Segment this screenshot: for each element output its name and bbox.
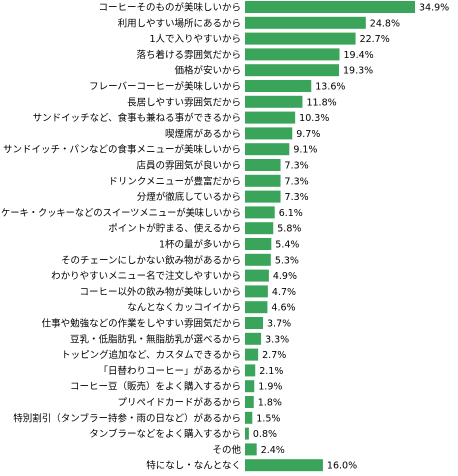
value-label: 1.9% [258,382,282,393]
category-label: 特別割引（タンブラー持参・雨の日など）があるから [13,412,241,424]
bar [245,174,281,187]
category-label: 分煙が徹底しているから [137,191,241,203]
value-label: 0.8% [253,429,277,440]
bar [245,95,303,108]
category-label: 喫煙席があるから [165,128,241,140]
bar [245,332,262,345]
bar [245,238,272,250]
value-label: 34.9% [419,3,449,14]
bar [245,285,268,298]
bar [245,32,356,45]
category-label: 長居しやすい雰囲気だから [127,96,241,108]
value-label: 7.3% [285,176,309,187]
bar [245,364,256,377]
bar [245,317,264,329]
category-label: ケーキ・クッキーなどのスイーツメニューが美味しいから [1,207,241,219]
value-label: 16.0% [327,461,357,472]
value-label: 24.8% [370,18,400,29]
bar [245,459,323,472]
category-label: ドリンクメニューが豊富だから [108,175,241,187]
bar [245,253,271,266]
value-label: 10.3% [299,113,329,124]
bar [245,348,259,361]
category-label: 1杯の量が多いから [159,239,241,251]
category-label: 「日替わりコーヒー」があるから [98,365,241,377]
bar [245,64,340,77]
bar [245,1,415,13]
category-label: 店員の雰囲気が良いから [136,160,241,172]
category-label: フレーバーコーヒーが美味しいから [89,81,241,93]
value-label: 7.3% [285,192,309,203]
category-label: 利用しやすい場所にあるから [118,17,241,29]
category-label: 落ち着ける雰囲気だから [136,49,241,61]
value-label: 2.1% [259,366,283,377]
category-label: プリペイドカードがあるから [117,397,241,409]
bar [245,206,275,219]
value-labels: 34.9% 24.8% 22.7% 19.4% 19.3% 13.6% 11.8% 10.3%… [253,3,449,472]
category-label: 豆乳・低脂肪乳・無脂肪乳が選べるから [70,333,241,345]
value-label: 4.9% [273,271,297,282]
value-label: 1.5% [256,413,280,424]
value-label: 4.6% [271,303,295,314]
value-label: 5.4% [275,240,299,251]
bar [245,48,340,61]
value-label: 5.3% [275,255,299,266]
category-label: トッピング追加など、カスタムできるから [61,349,241,361]
bar [245,190,281,203]
category-label: 1人で入りやすいから [149,34,241,45]
value-label: 13.6% [315,82,345,93]
bars [245,1,415,472]
category-label: その他 [212,444,241,456]
category-label: ポイントが貯まる、使えるから [108,223,241,235]
category-label: わかりやすいメニュー名で注文しやすいから [51,270,241,282]
bar [245,396,254,408]
value-label: 9.7% [296,129,320,140]
bar [245,80,312,92]
value-label: 4.7% [272,287,296,298]
bar [245,222,274,235]
bar [245,427,249,440]
value-label: 1.8% [258,398,282,409]
category-label: コーヒー豆（販売）をよく購入するから [70,381,241,393]
bar [245,16,366,29]
bar [245,111,296,124]
value-label: 5.8% [277,224,301,235]
value-label: 6.1% [279,208,303,219]
value-label: 3.7% [267,319,291,330]
bar [245,127,293,140]
category-label: コーヒーそのものが美味しいから [98,2,241,14]
category-label: サンドイッチなど、食事も兼ねる事ができるから [33,112,241,124]
value-label: 7.3% [285,161,309,172]
bar [245,159,281,171]
value-label: 2.7% [262,350,286,361]
category-label: 仕事や勉強などの作業をしやすい雰囲気だから [42,318,241,330]
value-label: 22.7% [360,34,390,45]
bar [245,269,269,282]
value-label: 11.8% [306,97,336,108]
value-label: 3.3% [265,334,289,345]
value-label: 9.1% [293,145,317,156]
category-label: なんとなくカッコイイから [127,303,241,314]
bar [245,443,257,456]
category-label: そのチェーンにしかない飲み物があるから [61,254,241,266]
category-label: タンブラーなどをよく購入するから [89,428,241,440]
bar [245,411,253,424]
category-label: コーヒー以外の飲み物が美味しいから [79,286,241,298]
bar [245,143,290,156]
value-label: 19.3% [343,66,373,77]
category-label: 特になし・なんとなく [146,460,241,472]
bar [245,380,255,393]
value-label: 2.4% [261,445,285,456]
category-label: サンドイッチ・パンなどの食事メニューが美味しいから [3,144,241,156]
category-label: 価格が安いから [174,65,241,77]
bar [245,301,268,314]
value-label: 19.4% [343,50,373,61]
